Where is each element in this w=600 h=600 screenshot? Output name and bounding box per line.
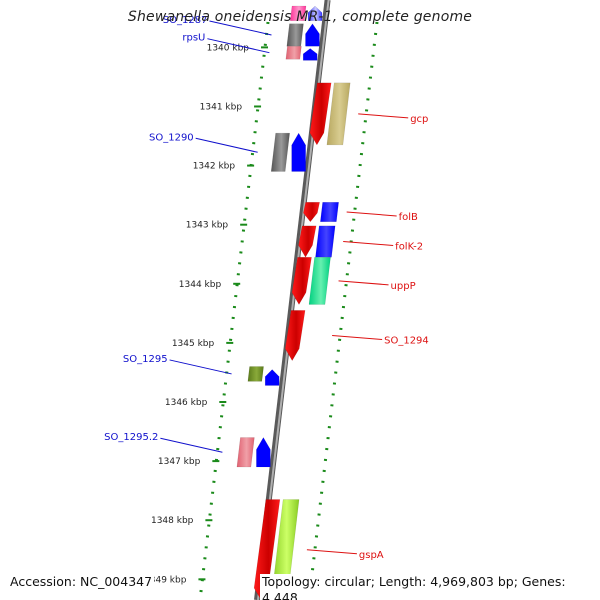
gene-label-leader: [207, 38, 270, 54]
topology-text: Topology: circular; Length: 4,969,803 bp…: [260, 574, 600, 600]
gene-feature-uppp: [291, 256, 312, 305]
kbp-tick-label: 1347 kbp: [158, 457, 201, 467]
gene-label-gspa: gspA: [359, 550, 384, 561]
gene-feature-gcp: [326, 82, 351, 146]
kbp-tick-label: 1343 kbp: [186, 221, 229, 231]
gene-label-leader: [169, 359, 232, 375]
gene-feature-so_1295.2: [256, 436, 271, 468]
gene-label-leader: [346, 211, 397, 217]
gene-label-leader: [332, 335, 383, 341]
kbp-tick-label: 1345 kbp: [172, 339, 215, 349]
gene-feature-gcp: [309, 82, 332, 146]
gene-feature-so_1290: [270, 132, 290, 172]
gene-label-leader: [306, 549, 357, 555]
track-boundary-left: [198, 21, 270, 600]
gene-feature-folb: [303, 201, 320, 223]
kbp-tick-label: 1341 kbp: [200, 102, 243, 112]
gene-label-leader: [343, 241, 394, 247]
gene-feature-so_1290: [291, 132, 306, 172]
accession-text: Accession: NC_004347: [8, 574, 155, 590]
kbp-tick-label: 1349 kbp: [144, 575, 187, 585]
gene-label-leader: [209, 20, 272, 36]
gene-label-rpsu: rpsU: [182, 33, 205, 44]
gene-feature-so_1287: [305, 23, 320, 47]
track-boundary-right: [307, 21, 379, 600]
gene-feature-unnamed: [307, 5, 323, 22]
gene-label-so_1287: SO_1287: [163, 15, 208, 26]
gene-label-folk-2: folK-2: [395, 242, 423, 253]
gene-feature-so_1295: [247, 366, 264, 382]
gene-label-leader: [160, 437, 223, 453]
gene-label-so_1294: SO_1294: [384, 336, 429, 347]
gene-feature-unnamed: [289, 5, 307, 22]
kbp-tick-label: 1348 kbp: [151, 516, 194, 526]
kbp-tick-label: 1344 kbp: [179, 280, 222, 290]
gene-label-so_1295: SO_1295: [123, 354, 168, 365]
gene-label-gcp: gcp: [410, 114, 428, 125]
gene-label-leader: [338, 280, 389, 286]
gene-label-so_1295.2: SO_1295.2: [104, 432, 158, 443]
gene-feature-rpsu: [285, 45, 302, 60]
genome-title: Shewanella oneidensis MR-1, complete gen…: [127, 9, 473, 25]
gene-feature-folb: [320, 201, 339, 222]
gene-feature-uppp: [308, 256, 331, 305]
kbp-tick-label: 1340 kbp: [207, 43, 250, 53]
gene-feature-folk-2: [298, 225, 317, 258]
gene-feature-folk-2: [315, 225, 336, 258]
gene-label-so_1290: SO_1290: [149, 132, 194, 143]
kbp-tick-label: 1342 kbp: [193, 162, 236, 172]
kbp-tick-label: 1346 kbp: [165, 398, 208, 408]
gene-label-leader: [195, 137, 258, 153]
gene-label-folb: folB: [399, 212, 418, 223]
gene-label-uppp: uppP: [391, 281, 416, 292]
gene-feature-rpsu: [302, 48, 318, 61]
gene-label-leader: [358, 113, 409, 119]
gene-feature-so_1294: [284, 310, 306, 362]
gene-feature-so_1295: [264, 369, 280, 386]
gene-feature-so_1295.2: [236, 437, 255, 468]
gene-feature-so_1287: [286, 23, 304, 47]
